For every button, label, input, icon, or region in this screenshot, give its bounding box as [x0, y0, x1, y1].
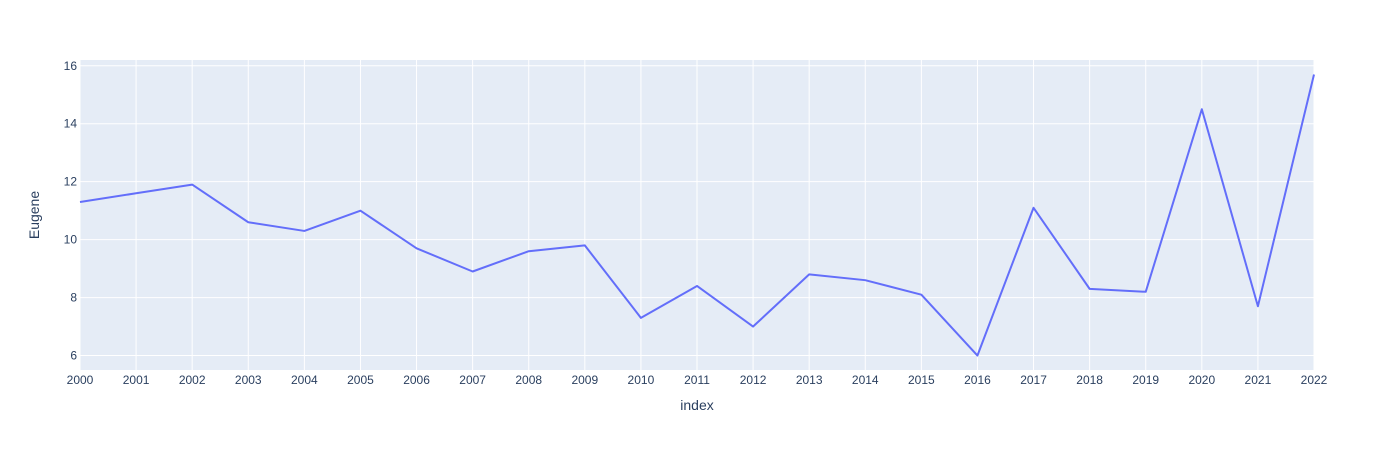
data-point[interactable]	[1198, 105, 1206, 113]
data-point[interactable]	[1030, 204, 1038, 212]
x-tick-label: 2014	[852, 373, 879, 387]
x-tick-label: 2019	[1132, 373, 1159, 387]
x-tick-label: 2020	[1188, 373, 1215, 387]
data-point[interactable]	[917, 291, 925, 299]
x-tick-label: 2007	[459, 373, 486, 387]
data-point[interactable]	[76, 198, 84, 206]
x-tick-label: 2003	[235, 373, 262, 387]
data-point[interactable]	[1310, 70, 1318, 78]
y-tick-label: 12	[64, 175, 78, 189]
data-point[interactable]	[581, 241, 589, 249]
x-tick-label: 2021	[1245, 373, 1272, 387]
x-tick-label: 2013	[796, 373, 823, 387]
y-tick-label: 6	[70, 349, 77, 363]
data-point[interactable]	[413, 244, 421, 252]
data-point[interactable]	[973, 352, 981, 360]
data-point[interactable]	[188, 181, 196, 189]
x-tick-label: 2004	[291, 373, 318, 387]
x-tick-label: 2017	[1020, 373, 1047, 387]
data-point[interactable]	[132, 189, 140, 197]
y-tick-label: 10	[64, 233, 78, 247]
y-gridlines	[80, 65, 1314, 357]
x-tick-label: 2001	[123, 373, 150, 387]
y-tick-labels: 6 8 10 12 14 16	[64, 59, 78, 363]
x-tick-label: 2002	[179, 373, 206, 387]
data-point[interactable]	[469, 267, 477, 275]
x-tick-label: 2018	[1076, 373, 1103, 387]
x-axis-title: index	[680, 397, 713, 413]
data-point[interactable]	[805, 270, 813, 278]
y-axis-title: Eugene	[26, 191, 42, 239]
data-point[interactable]	[300, 227, 308, 235]
data-point[interactable]	[749, 323, 757, 331]
data-point[interactable]	[637, 314, 645, 322]
x-tick-label: 2012	[740, 373, 767, 387]
x-tick-label: 2010	[628, 373, 655, 387]
x-tick-label: 2022	[1301, 373, 1328, 387]
x-tick-label: 2006	[403, 373, 430, 387]
y-tick-label: 16	[64, 59, 78, 73]
data-point[interactable]	[244, 218, 252, 226]
data-point[interactable]	[1254, 302, 1262, 310]
series-line	[79, 74, 1315, 357]
x-tick-label: 2008	[515, 373, 542, 387]
data-point[interactable]	[1142, 288, 1150, 296]
y-tick-label: 8	[70, 291, 77, 305]
data-point[interactable]	[525, 247, 533, 255]
x-tick-label: 2000	[67, 373, 94, 387]
data-point[interactable]	[356, 207, 364, 215]
x-tick-labels: 2000 2001 2002 2003 2004 2005 2006 2007 2008 2009…	[67, 373, 1328, 387]
x-tick-label: 2015	[908, 373, 935, 387]
x-tick-label: 2009	[571, 373, 598, 387]
x-tick-label: 2011	[684, 373, 710, 387]
x-tick-label: 2016	[964, 373, 991, 387]
x-tick-label: 2005	[347, 373, 374, 387]
data-point[interactable]	[693, 282, 701, 290]
data-point[interactable]	[1086, 285, 1094, 293]
y-tick-label: 14	[64, 117, 78, 131]
series-layer	[76, 70, 1318, 360]
data-point[interactable]	[861, 276, 869, 284]
